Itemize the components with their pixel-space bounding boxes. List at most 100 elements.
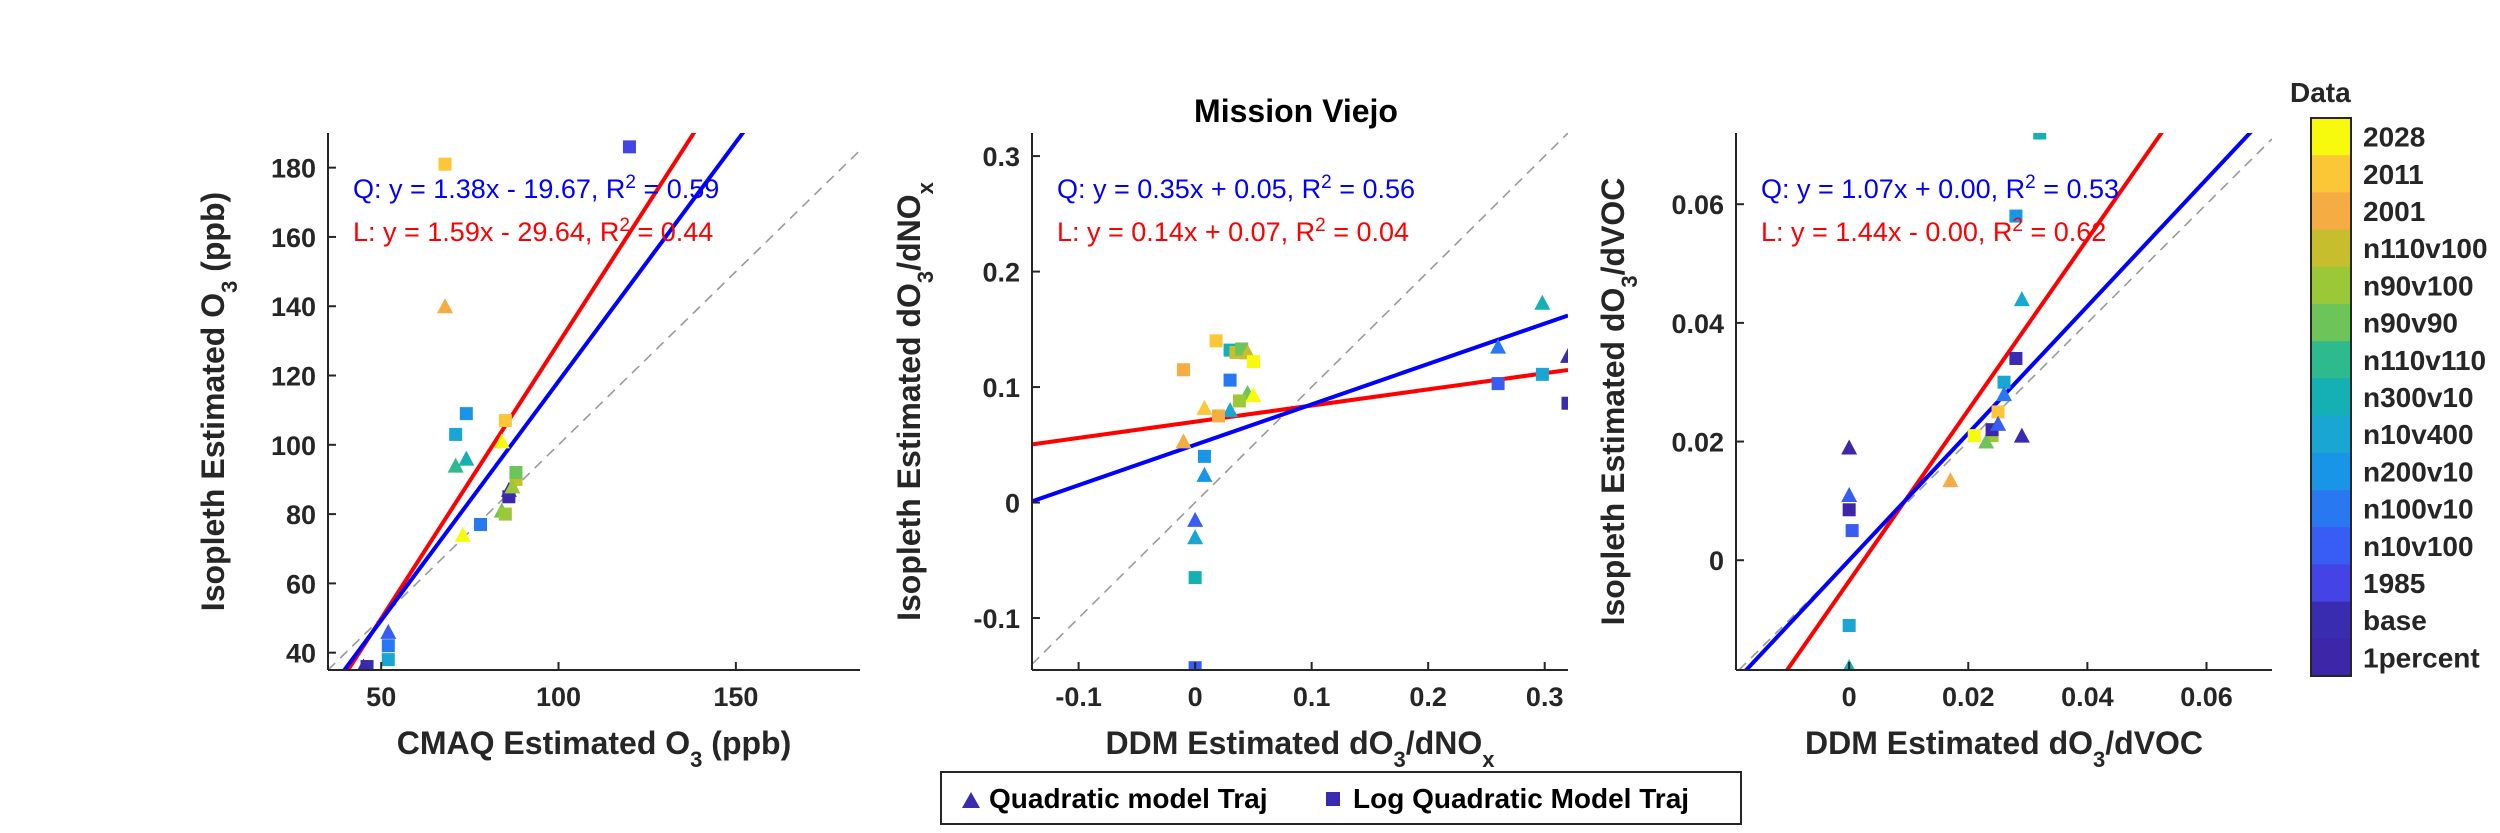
data-point-square bbox=[381, 639, 395, 653]
colorbar-label: 1985 bbox=[2363, 568, 2425, 599]
y-tick-label: 0 bbox=[1709, 546, 1724, 576]
x-tick-label: 0 bbox=[1188, 682, 1203, 712]
triangle-marker-icon bbox=[962, 792, 980, 808]
data-point-square bbox=[1967, 429, 1981, 443]
scatter-panel-2: -0.1 0 0.1 0.2 0.3 -0.1 0 0.1 0.2 0.3 DDM Estimate… bbox=[891, 133, 1568, 772]
y-tick-label: 0.02 bbox=[1671, 428, 1724, 458]
x-tick-label: 0.3 bbox=[1526, 682, 1564, 712]
data-point-triangle bbox=[1196, 466, 1213, 482]
colorbar-label: 2028 bbox=[2363, 122, 2425, 153]
data-point-square bbox=[1997, 375, 2011, 389]
scatter-panel-3: 0 0.02 0.04 0.06 0 0.02 0.04 0.06 DDM Estimated … bbox=[1595, 133, 2272, 772]
y-axis-label: Isopleth Estimated dO3/dVOC bbox=[1595, 178, 1642, 626]
x-axis-label: DDM Estimated dO3/dNOx bbox=[1106, 725, 1496, 772]
colorbar-swatch bbox=[2311, 452, 2351, 491]
data-point-square bbox=[1211, 409, 1225, 423]
data-point-triangle bbox=[1996, 386, 2012, 402]
data-point-triangle bbox=[380, 623, 397, 639]
data-point-triangle bbox=[1222, 402, 1239, 418]
colorbar-label: n10v100 bbox=[2363, 531, 2474, 562]
data-point-triangle bbox=[1942, 472, 1959, 488]
quadratic-fit-line bbox=[1032, 313, 1568, 504]
data-point-square bbox=[1845, 524, 1859, 538]
data-points bbox=[357, 140, 636, 670]
colorbar-label: 1percent bbox=[2363, 642, 2480, 673]
data-point-square bbox=[2009, 209, 2023, 223]
colorbar-swatch bbox=[2311, 638, 2351, 677]
data-point-triangle bbox=[1534, 294, 1551, 310]
colorbar-label: n200v10 bbox=[2363, 456, 2474, 487]
x-tick-label: 150 bbox=[713, 682, 758, 712]
y-tick-label: 80 bbox=[286, 500, 316, 530]
colorbar-swatch bbox=[2311, 415, 2351, 454]
data-point-square bbox=[622, 140, 636, 154]
data-point-square bbox=[1176, 363, 1190, 377]
x-tick-label: 0.2 bbox=[1409, 682, 1447, 712]
data-point-triangle bbox=[1978, 433, 1995, 449]
y-tick-label: 0.2 bbox=[982, 258, 1020, 288]
linear-fit-line bbox=[1784, 133, 2164, 670]
chart-title: Mission Viejo bbox=[1194, 93, 1398, 129]
data-point-square bbox=[2033, 133, 2047, 140]
x-axis-label: CMAQ Estimated O3 (ppb) bbox=[397, 725, 791, 772]
data-point-square bbox=[1209, 334, 1223, 348]
y-tick-label: 40 bbox=[286, 639, 316, 669]
colorbar-swatch bbox=[2311, 192, 2351, 231]
quadratic-fit-equation: Q: y = 1.38x - 19.67, R2 = 0.59 bbox=[353, 172, 719, 205]
data-point-triangle bbox=[454, 526, 471, 542]
y-axis-label: Isopleth Estimated dO3/dNOx bbox=[891, 181, 938, 621]
data-point-triangle bbox=[357, 658, 370, 670]
y-tick-label: 0.04 bbox=[1671, 309, 1724, 339]
data-point-square bbox=[1842, 503, 1856, 517]
colorbar-swatch bbox=[2311, 564, 2351, 603]
legend-item-log-quadratic: Log Quadratic Model Traj bbox=[1326, 783, 1689, 814]
legend: Quadratic model Traj Log Quadratic Model… bbox=[940, 771, 1742, 825]
colorbar-swatch bbox=[2311, 229, 2351, 268]
y-tick-label: 100 bbox=[271, 431, 316, 461]
x-axis-label: DDM Estimated dO3/dVOC bbox=[1805, 725, 2203, 772]
colorbar-label: n10v400 bbox=[2363, 419, 2474, 450]
colorbar-label: n90v100 bbox=[2363, 270, 2474, 301]
data-point-square bbox=[438, 157, 452, 171]
colorbar-swatch bbox=[2311, 601, 2351, 640]
colorbar-swatch bbox=[2311, 118, 2351, 156]
data-point-triangle bbox=[1560, 347, 1568, 363]
y-tick-label: 0.06 bbox=[1671, 190, 1724, 220]
data-point-square bbox=[360, 660, 374, 670]
data-points bbox=[1175, 294, 1568, 670]
y-tick-label: 160 bbox=[271, 223, 316, 253]
x-tick-label: 0.04 bbox=[2061, 682, 2114, 712]
data-point-triangle bbox=[437, 298, 454, 314]
y-tick-label: 0 bbox=[1005, 489, 1020, 519]
data-point-square bbox=[2009, 351, 2023, 365]
y-tick-label: 0.3 bbox=[982, 142, 1020, 172]
square-marker-icon bbox=[1326, 792, 1340, 806]
quadratic-fit-equation: Q: y = 1.07x + 0.00, R2 = 0.53 bbox=[1761, 172, 2119, 205]
data-point-square bbox=[459, 407, 473, 421]
data-point-triangle bbox=[1841, 439, 1858, 455]
data-point-square bbox=[474, 517, 488, 531]
legend-label-log-quadratic: Log Quadratic Model Traj bbox=[1353, 783, 1689, 814]
colorbar-label: 2011 bbox=[2363, 159, 2424, 190]
colorbar-label: 2001 bbox=[2363, 196, 2425, 227]
x-tick-label: -0.1 bbox=[1055, 682, 1102, 712]
data-point-triangle bbox=[1990, 415, 2007, 431]
colorbar: Data 2028 2011 2001 n110v100 n90v100 n90v90 n1… bbox=[2290, 77, 2488, 677]
data-point-triangle bbox=[1187, 529, 1204, 545]
y-tick-label: 140 bbox=[271, 292, 316, 322]
data-point-square bbox=[1232, 394, 1246, 408]
colorbar-label: n90v90 bbox=[2363, 308, 2458, 339]
data-point-triangle bbox=[1196, 399, 1213, 415]
data-point-triangle bbox=[1187, 511, 1204, 527]
x-tick-label: 0.06 bbox=[2180, 682, 2233, 712]
colorbar-swatch bbox=[2311, 341, 2351, 379]
linear-fit-line bbox=[345, 133, 697, 670]
y-tick-label: 120 bbox=[271, 362, 316, 392]
data-points bbox=[1841, 133, 2047, 670]
one-to-one-line bbox=[1032, 133, 1568, 665]
y-tick-label: 180 bbox=[271, 154, 316, 184]
data-point-triangle bbox=[447, 457, 464, 473]
data-point-square bbox=[498, 414, 512, 428]
data-point-square bbox=[1188, 571, 1202, 585]
